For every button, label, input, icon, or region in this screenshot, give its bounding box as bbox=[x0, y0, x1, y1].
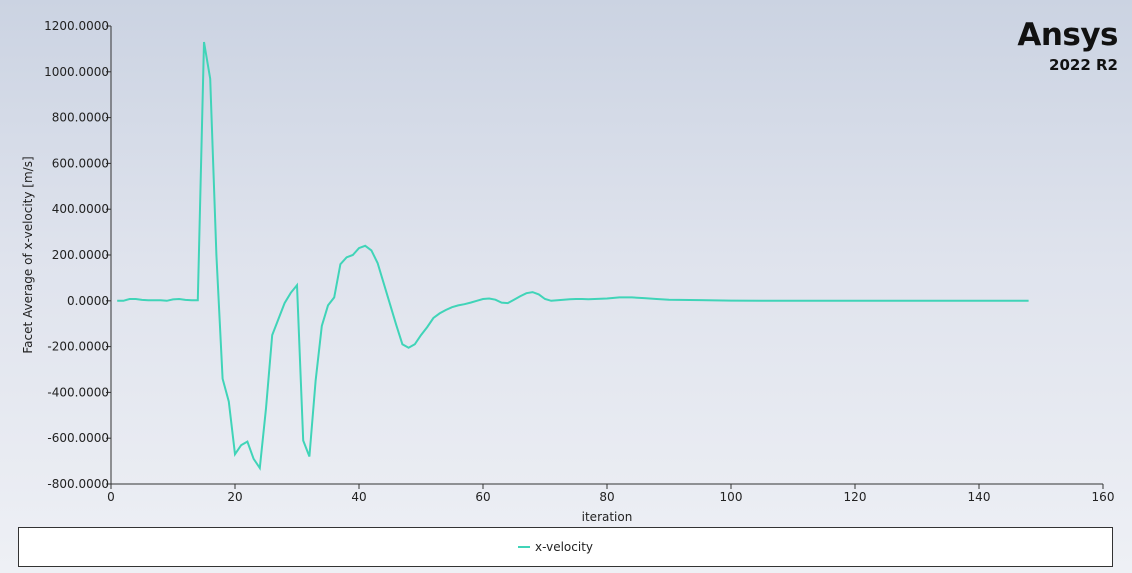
y-tick-label: 1000.0000 bbox=[44, 65, 109, 79]
x-axis-ticks: 0 20 40 60 80 100 120 140 160 bbox=[107, 484, 1114, 504]
y-tick-label: 1200.0000 bbox=[44, 19, 109, 33]
legend-label: x-velocity bbox=[535, 540, 594, 554]
ansys-logo: Ansys bbox=[1017, 17, 1118, 53]
y-tick-label: -400.0000 bbox=[47, 385, 109, 399]
y-tick-label: -800.0000 bbox=[47, 477, 109, 491]
y-tick-label: 400.0000 bbox=[52, 202, 109, 216]
y-tick-label: 0.0000 bbox=[67, 294, 109, 308]
legend: x-velocity bbox=[18, 527, 1113, 567]
x-tick-label: 80 bbox=[599, 490, 614, 504]
x-axis-label: iteration bbox=[582, 510, 633, 524]
x-tick-label: 0 bbox=[107, 490, 115, 504]
y-tick-label: 200.0000 bbox=[52, 248, 109, 262]
version-label: 2022 R2 bbox=[1049, 56, 1118, 74]
y-tick-label: -600.0000 bbox=[47, 431, 109, 445]
y-tick-label: 600.0000 bbox=[52, 156, 109, 170]
legend-item-x-velocity: x-velocity bbox=[518, 540, 593, 554]
x-tick-label: 20 bbox=[227, 490, 242, 504]
legend-swatch bbox=[518, 546, 530, 548]
y-tick-label: -200.0000 bbox=[47, 340, 109, 354]
x-tick-label: 160 bbox=[1092, 490, 1115, 504]
x-tick-label: 120 bbox=[844, 490, 867, 504]
y-axis-label: Facet Average of x-velocity [m/s] bbox=[21, 156, 35, 353]
x-tick-label: 60 bbox=[475, 490, 490, 504]
series-line-x-velocity bbox=[117, 41, 1029, 471]
x-tick-label: 40 bbox=[351, 490, 366, 504]
line-chart: 0 20 40 60 80 100 120 140 160 -800.0000 -600.0000… bbox=[21, 19, 1114, 524]
y-tick-label: 800.0000 bbox=[52, 111, 109, 125]
x-tick-label: 140 bbox=[968, 490, 991, 504]
x-tick-label: 100 bbox=[720, 490, 743, 504]
y-axis-ticks: -800.0000 -600.0000 -400.0000 -200.0000 0.00… bbox=[44, 19, 111, 491]
